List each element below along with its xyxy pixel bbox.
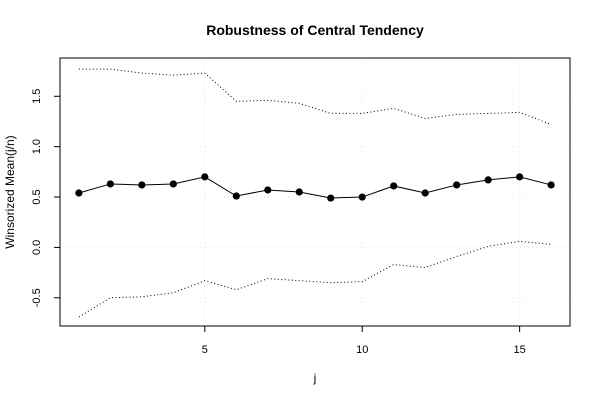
y-axis-title: Winsorized Mean(j/n) [3, 135, 17, 248]
grid [60, 58, 570, 326]
mean-point [358, 193, 366, 201]
mean-point [390, 182, 398, 190]
mean-point [421, 189, 429, 197]
x-tick-label: 15 [514, 344, 526, 356]
lower-band-line [78, 240, 552, 318]
mean-point [138, 181, 146, 189]
mean-point [106, 180, 114, 188]
mean-point [295, 188, 303, 196]
mean-point [232, 192, 240, 200]
mean-point [169, 180, 177, 188]
mean-point [201, 173, 209, 181]
y-axis: -0.5 0.0 0.5 1.0 1.5 [31, 89, 60, 307]
mean-point [75, 189, 83, 197]
y-tick-label: 0.5 [31, 189, 43, 204]
mean-point [484, 176, 492, 184]
y-tick-label: -0.5 [31, 288, 43, 307]
mean-series [75, 173, 555, 202]
mean-point [547, 181, 555, 189]
chart-title: Robustness of Central Tendency [206, 22, 424, 38]
mean-line [78, 176, 552, 199]
y-tick-label: 1.0 [31, 139, 43, 154]
x-tick-label: 10 [356, 344, 368, 356]
lower-band [78, 240, 552, 318]
upper-band [78, 68, 552, 125]
x-tick-label: 5 [202, 344, 208, 356]
upper-band-line [78, 68, 552, 125]
mean-point [327, 194, 335, 202]
x-axis-title: j [313, 371, 317, 385]
plot-frame [59, 57, 571, 327]
mean-point [264, 186, 272, 194]
y-tick-label: 1.5 [31, 89, 43, 104]
mean-point [453, 181, 461, 189]
y-tick-label: 0.0 [31, 240, 43, 255]
x-axis: 5 10 15 [202, 326, 526, 356]
mean-point [516, 173, 524, 181]
